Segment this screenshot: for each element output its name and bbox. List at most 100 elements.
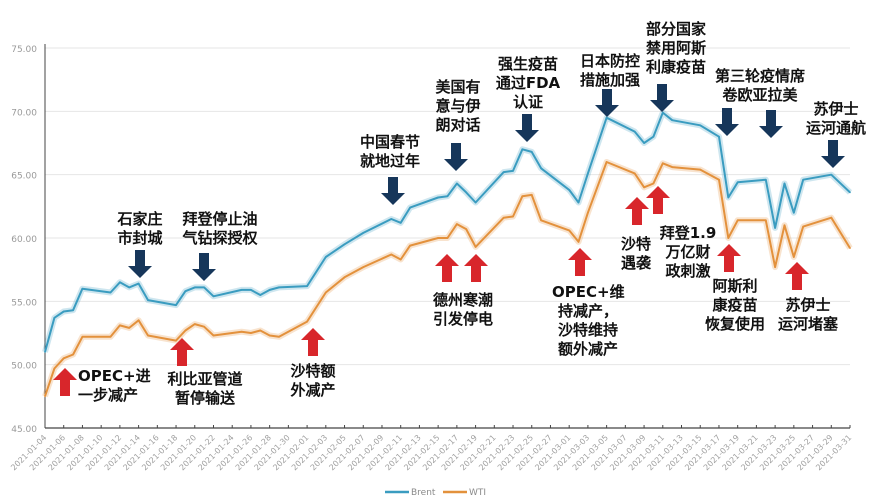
arrow-up-icon [170,338,194,366]
data-point-wti [661,162,664,165]
y-tick-label: 70.00 [11,108,37,118]
data-point-wti [268,334,271,337]
data-point-wti [502,216,505,219]
data-point-wti [643,186,645,189]
data-point-brent [268,289,271,291]
arrow-up-icon [53,368,77,396]
data-point-wti [259,329,262,332]
annotation-label: 阿斯利 康疫苗 恢复使用 [704,277,765,333]
data-point-wti [306,320,308,323]
arrow-down-icon [821,140,845,168]
arrow-down-icon [515,114,539,142]
data-point-brent [44,351,46,353]
data-point-brent [671,119,673,121]
data-point-wti [437,237,439,239]
data-point-wti [147,334,149,337]
data-point-wti [137,319,140,322]
data-point-wti [325,291,327,294]
data-point-brent [474,201,477,204]
data-point-brent [587,172,589,175]
data-point-brent [306,285,308,287]
data-point-wti [62,357,65,360]
data-point-brent [175,304,177,306]
annotation-label: 石家庄 市封城 [117,210,163,247]
data-point-wti [446,237,449,239]
data-point-wti [652,182,655,185]
y-tick-label: 65.00 [11,172,37,182]
data-point-wti [521,195,524,197]
annotation-label: 部分国家 禁用阿斯 利康疫苗 [645,20,706,76]
data-point-wti [849,247,851,249]
data-point-wti [568,229,570,232]
arrow-down-icon [192,253,216,281]
data-point-wti [119,324,121,327]
data-point-wti [671,166,673,168]
data-point-brent [399,222,402,224]
data-point-brent [137,282,140,285]
data-point-wti [587,211,589,214]
arrow-down-icon [759,110,783,138]
data-point-wti [362,266,365,268]
annotation-label: 第三轮疫情席 卷欧亚拉美 [714,67,805,104]
data-point-wti [718,178,720,181]
data-point-brent [512,170,514,172]
data-point-brent [530,151,533,153]
data-point-wti [530,194,533,196]
data-point-brent [456,182,458,185]
data-point-wti [512,215,514,218]
data-point-brent [605,116,608,119]
y-tick-label: 50.00 [11,362,37,372]
data-point-wti [605,161,608,163]
data-point-brent [250,289,252,291]
data-point-brent [446,195,449,197]
annotation-label: OPEC+进 一步减产 [78,367,151,404]
y-tick-label: 60.00 [11,235,37,245]
y-tick-label: 45.00 [11,425,37,435]
data-point-wti [240,330,243,333]
annotation-label: 中国春节 就地过年 [359,133,420,170]
arrow-down-icon [650,84,674,112]
data-point-wti [699,168,702,171]
data-point-wti [53,367,56,370]
data-point-wti [830,216,833,219]
data-point-brent [390,218,393,220]
data-point-brent [736,181,739,184]
arrow-down-icon [595,89,619,117]
annotation-label: 拜登1.9 万亿财 政刺激 [659,224,717,280]
data-point-brent [81,287,84,290]
arrow-up-icon [717,244,741,272]
data-point-brent [699,124,702,127]
data-point-brent [652,135,655,138]
data-point-brent [633,130,636,133]
data-point-wti [193,323,196,325]
data-point-brent [119,281,121,284]
data-point-brent [521,148,524,151]
data-point-wti [72,353,74,356]
data-point-wti [44,395,46,398]
annotation-label: 沙特 遇袭 [620,235,651,272]
data-point-wti [390,253,393,256]
data-point-wti [456,223,458,225]
data-point-brent [774,227,776,229]
data-point-wti [212,334,215,337]
data-point-brent [661,111,664,114]
data-point-brent [465,191,468,194]
data-point-brent [502,171,505,173]
data-point-wti [399,258,402,261]
annotation-label: 苏伊士 运河堵塞 [777,296,838,333]
data-point-brent [793,211,795,214]
data-point-wti [81,336,84,338]
data-point-brent [325,256,327,258]
data-point-brent [343,243,346,246]
data-point-brent [830,173,833,176]
data-point-brent [577,201,580,204]
data-point-brent [62,310,65,313]
legend-label-wti: WTI [469,488,486,498]
arrow-up-icon [435,254,459,282]
annotation-label: 苏伊士 运河通航 [805,100,866,137]
arrow-up-icon [625,197,649,225]
data-point-wti [736,219,739,222]
arrow-up-icon [785,262,809,290]
data-point-wti [783,224,786,227]
